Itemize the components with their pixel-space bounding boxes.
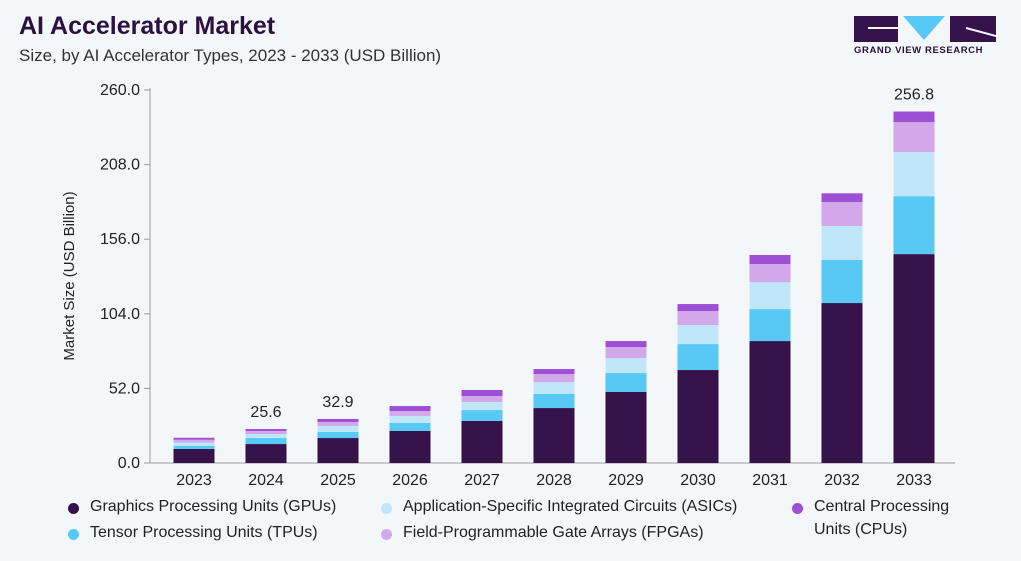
bar-segment	[245, 428, 287, 432]
bar-segment	[605, 357, 647, 374]
legend-label: Graphics Processing Units (GPUs)	[90, 498, 337, 515]
bar-segment	[173, 448, 215, 463]
bar-segment	[389, 406, 431, 412]
legend-item-tpus: Tensor Processing Units (TPUs)	[68, 524, 318, 542]
bar-segment	[893, 122, 935, 153]
bar-segment	[173, 442, 215, 446]
x-tick-label: 2025	[320, 472, 356, 489]
x-tick-label: 2023	[176, 472, 212, 489]
bar-segment	[893, 111, 935, 123]
legend-label: Application-Specific Integrated Circuits…	[403, 498, 738, 515]
x-tick-label: 2032	[824, 472, 860, 489]
data-label: 256.8	[894, 87, 934, 104]
bar-segment	[245, 438, 287, 445]
legend-item-gpus: Graphics Processing Units (GPUs)	[68, 498, 336, 516]
bar-segment	[461, 420, 503, 463]
bar-segment	[317, 438, 359, 463]
bar-segment	[893, 196, 935, 255]
bar-segment	[533, 408, 575, 463]
chart-subtitle: Size, by AI Accelerator Types, 2023 - 20…	[19, 46, 442, 65]
y-tick-label: 208.0	[100, 157, 140, 174]
bar-segment	[245, 444, 287, 463]
bar-segment	[749, 282, 791, 310]
bar-segment	[821, 226, 863, 261]
bar-segment	[605, 347, 647, 358]
legend-swatch-cpus	[792, 503, 803, 514]
bar-segment	[893, 254, 935, 463]
bar-segment	[533, 382, 575, 394]
bar-segment	[605, 373, 647, 392]
legend-label: Field-Programmable Gate Arrays (FPGAs)	[403, 524, 704, 541]
bar-segment	[749, 309, 791, 342]
bar-segment	[533, 369, 575, 375]
bar-segment	[461, 389, 503, 397]
bar-segment	[821, 260, 863, 304]
bar-segment	[677, 304, 719, 312]
y-tick-label: 156.0	[100, 231, 140, 248]
bar-segment	[245, 434, 287, 439]
bar-segment	[389, 422, 431, 432]
legend-item-fpgas: Field-Programmable Gate Arrays (FPGAs)	[381, 524, 704, 542]
bar-segment	[749, 341, 791, 463]
chart-title: AI Accelerator Market	[19, 12, 276, 40]
legend-swatch-fpgas	[381, 529, 392, 540]
bar-segment	[461, 402, 503, 411]
bar-segment	[389, 431, 431, 463]
y-tick-label: 260.0	[100, 82, 140, 99]
bar-segment	[821, 193, 863, 203]
grand-view-research-logo	[854, 16, 996, 42]
y-tick-label: 0.0	[118, 455, 140, 472]
bar-segment	[677, 344, 719, 371]
x-tick-label: 2031	[752, 472, 788, 489]
bar-segment	[461, 396, 503, 403]
bar-segment	[389, 411, 431, 416]
bar-segment	[821, 303, 863, 463]
data-label: 32.9	[322, 394, 353, 411]
data-label: 25.6	[250, 404, 281, 421]
x-tick-label: 2030	[680, 472, 716, 489]
bar-segment	[317, 425, 359, 433]
legend-swatch-gpus	[68, 503, 79, 514]
stacked-bar-chart: 0.0 52.0 104.0 156.0 208.0 260.0 Market Size (…	[61, 82, 955, 489]
legend-swatch-asics	[381, 503, 392, 514]
bar-segment	[317, 418, 359, 422]
bar-segment	[533, 374, 575, 383]
bar-segment	[605, 391, 647, 463]
bar-segment	[677, 311, 719, 325]
legend-item-asics: Application-Specific Integrated Circuits…	[381, 498, 737, 516]
legend-swatch-tpus	[68, 529, 79, 540]
bar-segment	[173, 437, 215, 440]
bar-segment	[173, 439, 215, 443]
y-tick-label: 104.0	[100, 306, 140, 323]
legend-label: Central Processing	[814, 498, 950, 515]
bar-segment	[677, 324, 719, 345]
y-axis-title: Market Size (USD Billion)	[61, 191, 78, 360]
bar-segment	[893, 152, 935, 197]
bar-segment	[173, 445, 215, 449]
x-tick-label: 2027	[464, 472, 500, 489]
bar-segment	[245, 431, 287, 435]
x-tick-label: 2033	[896, 472, 932, 489]
bar-segment	[317, 432, 359, 439]
bar-segment	[605, 341, 647, 348]
bar-segment	[677, 370, 719, 463]
legend-label: Tensor Processing Units (TPUs)	[90, 524, 318, 541]
bar-segment	[749, 264, 791, 283]
bar-segment	[821, 202, 863, 227]
legend-label: Units (CPUs)	[814, 521, 908, 538]
logo-text: GRAND VIEW RESEARCH	[854, 45, 984, 56]
bar-segment	[461, 410, 503, 421]
x-tick-label: 2029	[608, 472, 644, 489]
bar-segment	[317, 421, 359, 426]
bar-segment	[749, 254, 791, 265]
bar-segment	[533, 393, 575, 409]
x-tick-label: 2028	[536, 472, 572, 489]
legend-item-cpus: Central Processing Units (CPUs)	[792, 498, 949, 541]
x-tick-label: 2026	[392, 472, 428, 489]
bar-segment	[389, 415, 431, 423]
y-tick-label: 52.0	[109, 380, 140, 397]
x-tick-label: 2024	[248, 472, 284, 489]
